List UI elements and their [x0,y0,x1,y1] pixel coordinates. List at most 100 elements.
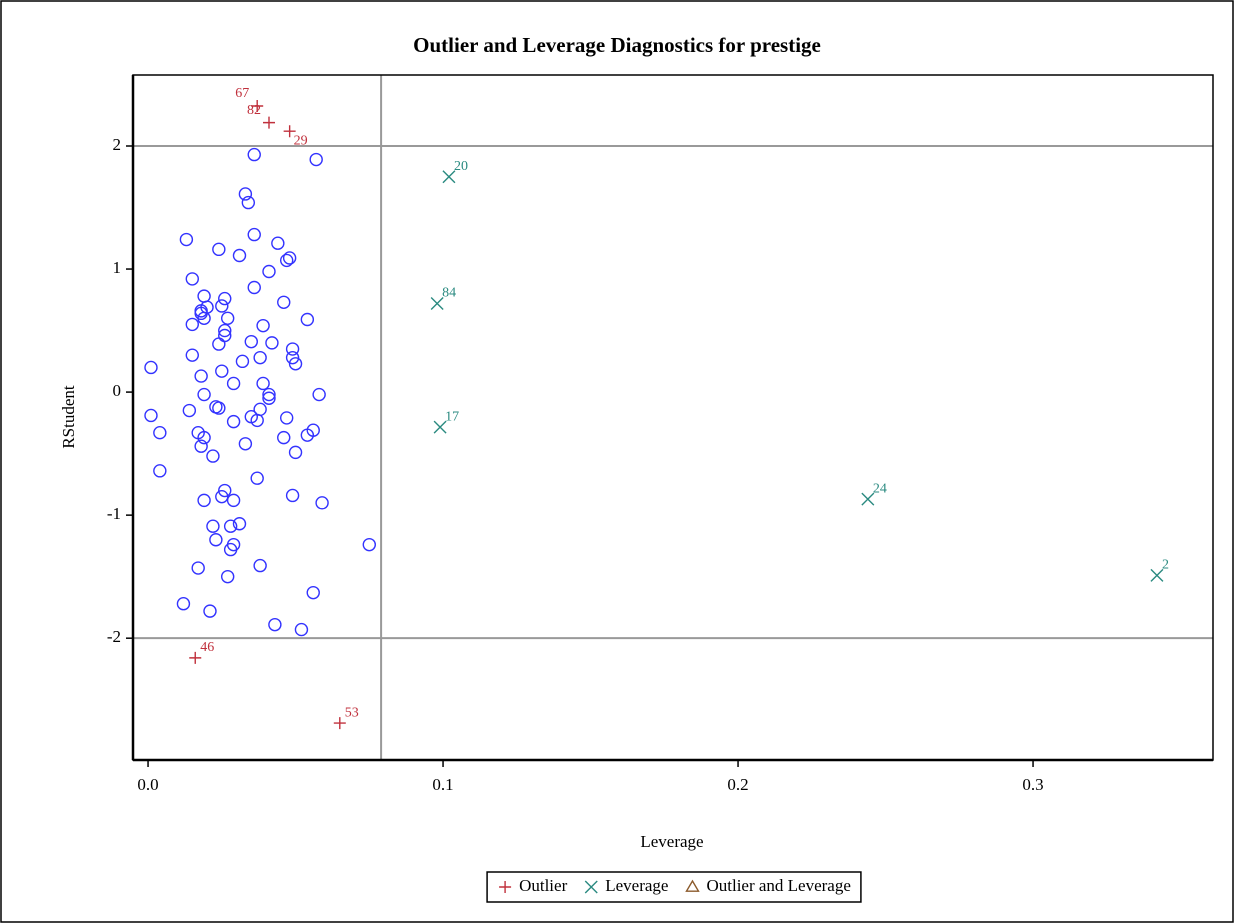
point [584,880,598,894]
point [262,116,275,129]
point [212,337,226,351]
point-label: 17 [445,409,459,424]
point [238,437,253,451]
point-label: 82 [247,103,261,118]
point [861,492,875,506]
y-tick-label: -2 [107,627,121,646]
point [185,348,199,362]
point [315,496,329,510]
y-tick-label: 1 [113,258,122,277]
point [271,236,285,250]
point [282,251,297,265]
point [206,449,220,463]
point [262,391,276,405]
point [244,334,258,349]
point [223,519,238,533]
point [182,403,197,418]
point [285,488,300,503]
legend: Outlier Leverage Outlier and Leverage [486,871,862,903]
point [277,295,291,309]
x-tick-label: 0.2 [727,775,748,794]
point [300,428,315,442]
point-label: 20 [454,159,468,174]
point [247,147,261,162]
point [232,248,247,263]
point [333,717,346,730]
point [197,430,211,445]
point-label: 24 [873,481,887,496]
y-tick-label: -1 [107,504,121,523]
point [153,464,167,478]
point-label: 84 [442,286,456,301]
point [250,413,264,428]
point [238,187,253,201]
point [232,517,247,531]
x-axis-label: Leverage [640,832,703,851]
legend-frame [486,871,862,903]
point [226,493,241,508]
point [433,420,447,434]
chart-title: Outlier and Leverage Diagnostics for pre… [413,33,821,57]
y-tick-label: 2 [113,135,122,154]
point [262,264,276,279]
point [685,879,700,892]
point [197,387,211,402]
point [220,569,235,584]
point [191,561,205,575]
point [306,585,320,600]
point [176,597,191,611]
point [179,232,194,247]
point [288,357,303,371]
point [226,376,241,391]
point [268,617,282,632]
point [194,439,208,453]
point-label: 29 [294,133,308,148]
point [277,430,291,445]
point [203,604,217,618]
point-label: 2 [1162,558,1169,573]
point [430,297,444,310]
point [218,483,232,498]
x-tick-label: 0.3 [1022,775,1043,794]
point [279,253,294,268]
point [197,493,211,508]
point-label: 53 [345,705,359,720]
x-tick-label: 0.0 [137,775,158,794]
point [212,242,226,257]
x-tick-label: 0.1 [432,775,453,794]
point [218,323,232,338]
point [223,542,238,557]
point [362,537,376,552]
point [185,272,199,286]
point [279,411,294,425]
point [256,376,270,391]
legend-label: Outlier [519,876,567,895]
point [153,425,167,440]
point [215,489,229,504]
point [194,369,208,383]
point [309,152,323,167]
point [209,533,223,547]
point [285,350,300,365]
point [220,311,235,325]
point [218,291,232,306]
y-axis-label: RStudent [59,385,78,449]
point [288,445,303,460]
legend-label: Outlier and Leverage [706,876,850,895]
point [312,387,326,402]
point [442,170,456,184]
point [206,519,220,533]
point [285,342,300,356]
point [247,280,261,295]
point [1150,568,1164,582]
point [256,318,270,333]
point-label: 67 [235,86,249,101]
point [253,350,267,365]
legend-label: Leverage [605,876,668,895]
point [241,195,256,210]
y-tick-label: 0 [113,381,122,400]
point [251,100,264,113]
point [247,227,261,242]
